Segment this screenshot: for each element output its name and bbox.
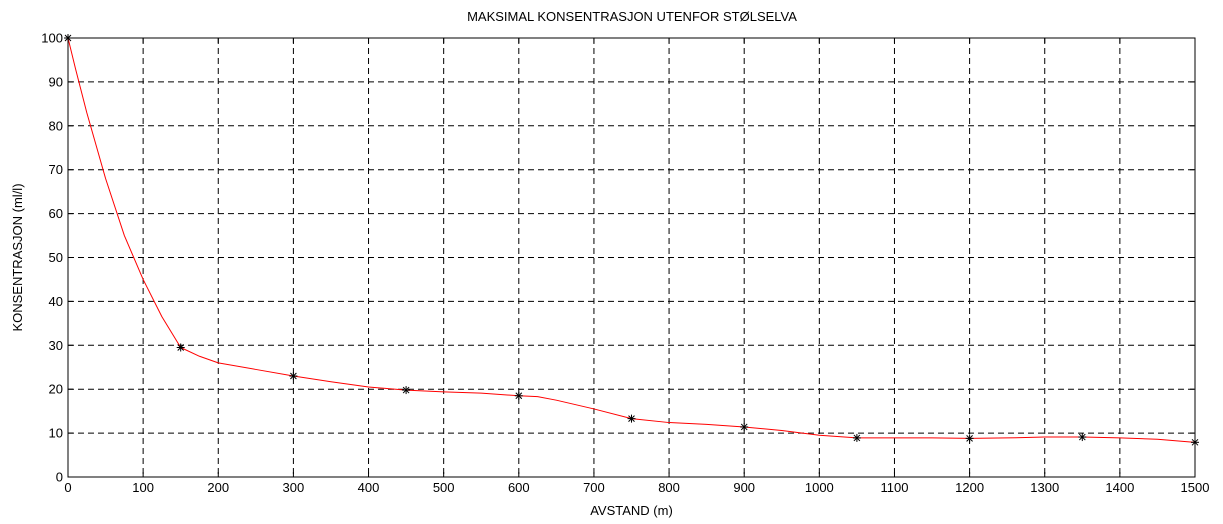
data-point-marker: [740, 422, 749, 431]
curve-layer: [67, 37, 1196, 443]
y-tick-label: 0: [56, 470, 63, 485]
y-tick-label: 60: [49, 206, 63, 221]
plot-frame: [67, 37, 1196, 478]
y-tick-label: 10: [49, 426, 63, 441]
x-tick-label: 100: [132, 480, 154, 495]
data-point-marker: [402, 386, 411, 395]
data-point-marker: [1078, 433, 1087, 442]
x-tick-labels: 0 100 200 300 400 500 600 700 800 900 1000 1100 1200…: [64, 480, 1209, 495]
x-tick-label: 1100: [880, 480, 908, 495]
data-point-marker: [852, 433, 861, 442]
x-tick-label: 600: [508, 480, 530, 495]
y-tick-label: 80: [49, 118, 63, 133]
data-point-marker: [965, 434, 974, 443]
data-point-marker: [627, 414, 636, 423]
y-axis-label: KONSENTRASJON (ml/l): [10, 183, 25, 331]
x-tick-label: 700: [583, 480, 605, 495]
x-tick-label: 800: [658, 480, 680, 495]
x-tick-label: 900: [733, 480, 755, 495]
data-markers: [64, 34, 1199, 447]
y-tick-label: 20: [49, 382, 63, 397]
y-tick-label: 50: [49, 250, 63, 265]
y-tick-label: 100: [41, 31, 63, 46]
x-tick-label: 1500: [1181, 480, 1210, 495]
y-tick-label: 90: [49, 74, 63, 89]
x-tick-label: 400: [358, 480, 380, 495]
x-tick-label: 200: [207, 480, 229, 495]
chart-title: MAKSIMAL KONSENTRASJON UTENFOR STØLSELVA: [467, 9, 797, 24]
y-tick-label: 40: [49, 294, 63, 309]
x-tick-label: 300: [283, 480, 305, 495]
x-tick-label: 500: [433, 480, 455, 495]
y-tick-labels: 0 10 20 30 40 50 60 70 80 90 100: [41, 31, 63, 485]
grid-lines: [68, 38, 1195, 477]
data-point-marker: [176, 343, 185, 352]
y-tick-label: 30: [49, 338, 63, 353]
x-tick-label: 0: [64, 480, 71, 495]
x-axis-label: AVSTAND (m): [590, 503, 673, 518]
data-point-marker: [514, 391, 523, 400]
x-tick-label: 1400: [1105, 480, 1134, 495]
concentration-curve: [67, 37, 1196, 443]
x-tick-label: 1300: [1030, 480, 1059, 495]
x-tick-label: 1000: [805, 480, 834, 495]
x-tick-label: 1200: [955, 480, 984, 495]
y-tick-label: 70: [49, 162, 63, 177]
data-point-marker: [289, 372, 298, 381]
